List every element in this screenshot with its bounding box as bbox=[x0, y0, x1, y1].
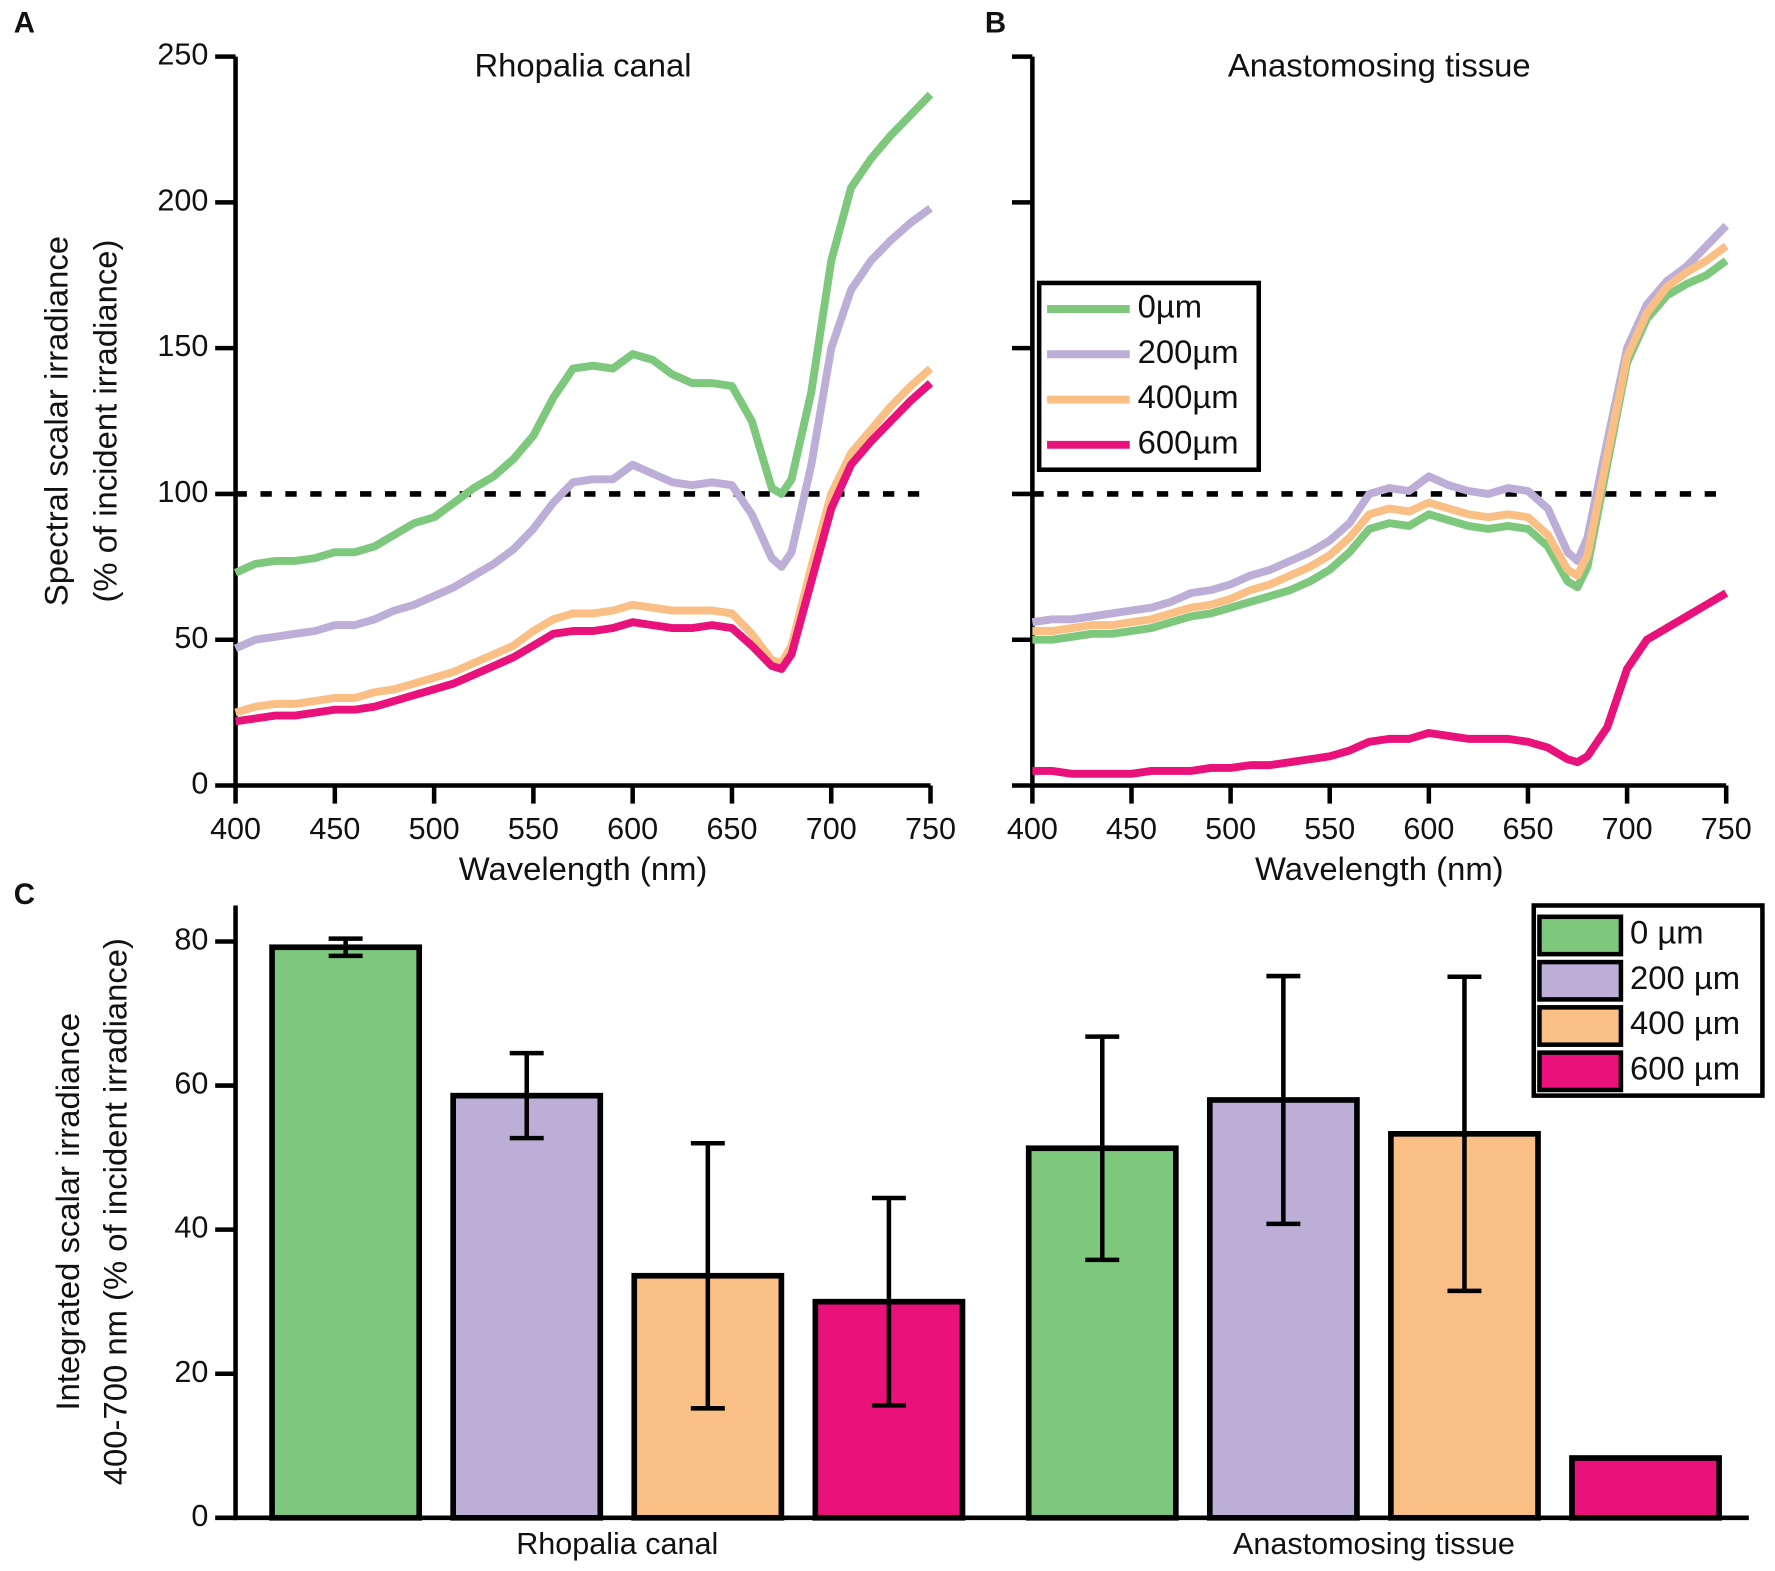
series-line bbox=[1032, 589, 1729, 778]
x-tick-label: 600 bbox=[607, 812, 658, 846]
y-axis-label: Integrated scalar irradiance bbox=[49, 1013, 86, 1411]
legend-label: 0µm bbox=[1138, 288, 1203, 325]
y-tick-label: 80 bbox=[174, 923, 208, 957]
x-tick-label: 400 bbox=[210, 812, 261, 846]
x-axis-label: Wavelength (nm) bbox=[1255, 850, 1504, 887]
chart-title: Rhopalia canal bbox=[474, 47, 691, 84]
x-tick-label: 600 bbox=[1403, 812, 1454, 846]
y-tick-label: 20 bbox=[174, 1355, 208, 1389]
x-tick-label: 750 bbox=[1701, 812, 1752, 846]
bar bbox=[269, 944, 423, 1521]
series-line bbox=[233, 91, 934, 577]
bar bbox=[450, 1092, 604, 1521]
x-tick-label: 450 bbox=[1106, 812, 1157, 846]
legend-swatch bbox=[1537, 959, 1624, 1002]
legend-label: 400 µm bbox=[1630, 1004, 1740, 1041]
x-tick-label: 650 bbox=[706, 812, 757, 846]
x-tick-label: 550 bbox=[1304, 812, 1355, 846]
legend-box bbox=[1036, 280, 1262, 472]
legend-label: 400µm bbox=[1138, 378, 1239, 415]
x-tick-label: 650 bbox=[1502, 812, 1553, 846]
legend-label: 200µm bbox=[1138, 333, 1239, 370]
x-tick-label: 500 bbox=[1205, 812, 1256, 846]
chart-title: Anastomosing tissue bbox=[1228, 47, 1531, 84]
y-axis-label: (% of incident irradiance) bbox=[86, 240, 123, 603]
legend-swatch bbox=[1537, 914, 1624, 957]
series-line bbox=[1032, 242, 1729, 635]
legend-label: 600 µm bbox=[1630, 1049, 1740, 1086]
y-tick-label: 150 bbox=[157, 329, 208, 363]
x-tick-label: Anastomosing tissue bbox=[1233, 1527, 1515, 1561]
bar bbox=[812, 1298, 966, 1521]
y-tick-label: 40 bbox=[174, 1211, 208, 1245]
x-tick-label: 700 bbox=[1602, 812, 1653, 846]
y-tick-label: 250 bbox=[157, 38, 208, 72]
series-line bbox=[234, 380, 934, 726]
x-tick-label: 500 bbox=[409, 812, 460, 846]
legend: 0µm 200µm 400µm 600µm bbox=[1036, 280, 1262, 472]
legend-label: 0 µm bbox=[1630, 914, 1704, 951]
x-tick-label: 750 bbox=[905, 812, 956, 846]
x-tick-label: 550 bbox=[508, 812, 559, 846]
bar bbox=[1388, 1131, 1541, 1521]
x-tick-label: 400 bbox=[1007, 812, 1058, 846]
x-axis-label: Wavelength (nm) bbox=[459, 850, 708, 887]
y-tick-label: 0 bbox=[191, 1499, 208, 1533]
y-tick-label: 200 bbox=[157, 183, 208, 217]
y-tick-label: 60 bbox=[174, 1067, 208, 1101]
series-line bbox=[233, 205, 933, 653]
bar bbox=[1569, 1455, 1722, 1521]
panel-label: A bbox=[14, 7, 35, 40]
legend: 0 µm 200 µm 400 µm 600 µm bbox=[1531, 903, 1765, 1098]
y-axis-label: Spectral scalar irradiance bbox=[38, 236, 75, 606]
x-tick-label: 450 bbox=[309, 812, 360, 846]
legend-label: 600µm bbox=[1138, 423, 1239, 460]
legend-swatch bbox=[1537, 1050, 1624, 1093]
x-tick-label: Rhopalia canal bbox=[516, 1527, 718, 1561]
y-tick-label: 100 bbox=[157, 475, 208, 509]
y-axis-label: 400-700 nm (% of incident irradiance) bbox=[97, 938, 134, 1485]
legend-label: 200 µm bbox=[1630, 959, 1740, 996]
panel-label: B bbox=[985, 7, 1006, 40]
y-tick-label: 0 bbox=[191, 767, 208, 801]
legend-swatch bbox=[1537, 1005, 1624, 1047]
panel-label: C bbox=[14, 878, 35, 911]
x-tick-label: 700 bbox=[806, 812, 857, 846]
y-tick-label: 50 bbox=[174, 621, 208, 655]
